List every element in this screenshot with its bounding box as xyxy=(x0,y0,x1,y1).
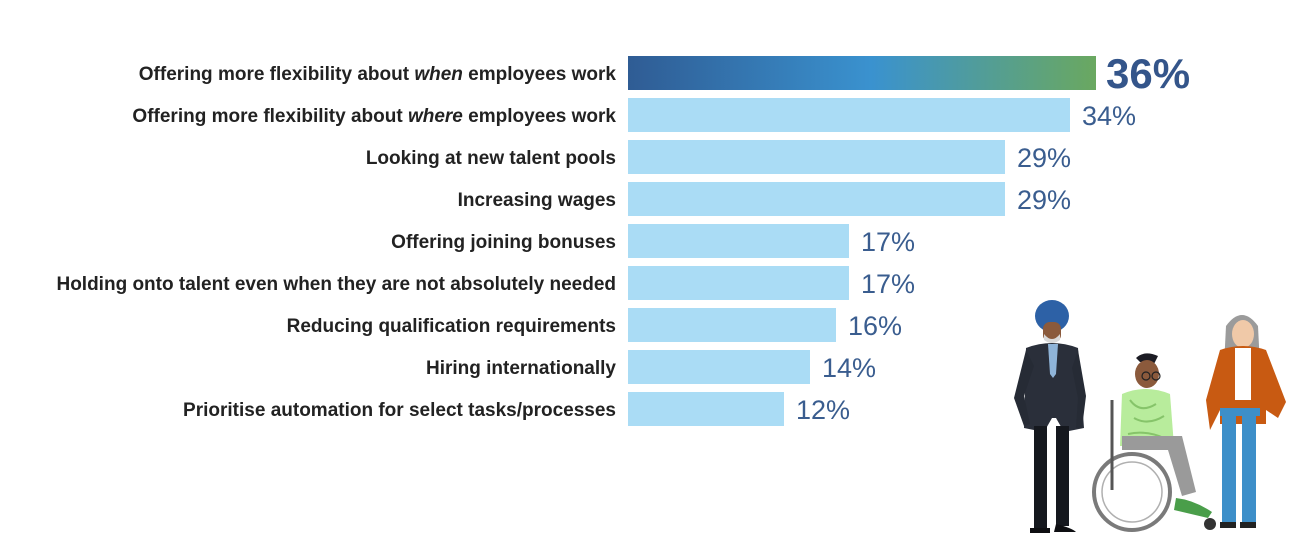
bar-1 xyxy=(628,56,1096,90)
category-label-3: Looking at new talent pools xyxy=(366,148,616,169)
bar-5 xyxy=(628,224,849,258)
category-label-1: Offering more flexibility about when emp… xyxy=(139,64,617,85)
value-label-2: 34% xyxy=(1082,101,1136,131)
value-label-9: 12% xyxy=(796,395,850,425)
bar-3 xyxy=(628,140,1005,174)
value-label-6: 17% xyxy=(861,269,915,299)
bar-4 xyxy=(628,182,1005,216)
bar-7 xyxy=(628,308,836,342)
category-label-6: Holding onto talent even when they are n… xyxy=(56,274,616,295)
people-illustration xyxy=(1014,300,1286,533)
bars-group: Offering more flexibility about when emp… xyxy=(56,50,1190,426)
bar-6 xyxy=(628,266,849,300)
category-label-9: Prioritise automation for select tasks/p… xyxy=(183,400,616,421)
value-label-3: 29% xyxy=(1017,143,1071,173)
person-in-wheelchair-figure xyxy=(1092,353,1216,532)
value-label-4: 29% xyxy=(1017,185,1071,215)
man-in-turban-figure xyxy=(1014,300,1086,533)
category-label-2: Offering more flexibility about where em… xyxy=(132,106,616,127)
category-label-8: Hiring internationally xyxy=(426,358,616,379)
bar-8 xyxy=(628,350,810,384)
category-label-7: Reducing qualification requirements xyxy=(287,316,616,337)
woman-in-orange-figure xyxy=(1206,315,1286,528)
bar-9 xyxy=(628,392,784,426)
value-label-5: 17% xyxy=(861,227,915,257)
bar-2 xyxy=(628,98,1070,132)
value-label-7: 16% xyxy=(848,311,902,341)
value-label-8: 14% xyxy=(822,353,876,383)
category-label-4: Increasing wages xyxy=(458,190,616,211)
category-label-5: Offering joining bonuses xyxy=(391,232,616,253)
value-label-1: 36% xyxy=(1106,50,1190,97)
